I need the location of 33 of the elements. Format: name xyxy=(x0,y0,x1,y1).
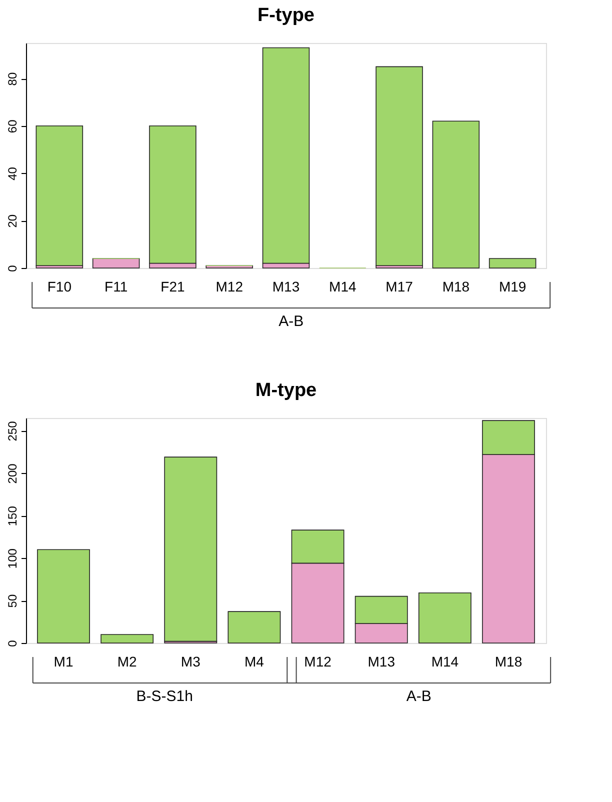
y-tick-label: 60 xyxy=(6,119,20,134)
x-tick-label: M18 xyxy=(494,654,522,670)
chart-title: F-type xyxy=(258,5,314,26)
x-tick-label: M18 xyxy=(442,278,470,294)
x-tick-label: M14 xyxy=(431,654,459,670)
y-tick-label: 0 xyxy=(6,264,20,272)
text: A-B xyxy=(278,313,304,330)
y-tick-label: 100 xyxy=(6,548,20,569)
chart-title: M-type xyxy=(255,380,317,401)
x-tick-label: M2 xyxy=(117,654,138,670)
x-tick-label: M4 xyxy=(244,654,264,670)
x-tick-label: M13 xyxy=(272,278,300,294)
y-tick-label: 0 xyxy=(6,640,20,647)
x-tick-label: F21 xyxy=(160,278,185,294)
text: A-B xyxy=(406,688,432,705)
x-tick-label: M1 xyxy=(54,654,74,670)
text: B-S-S1h xyxy=(136,688,193,705)
y-tick-label: 150 xyxy=(6,506,20,526)
x-tick-label: F11 xyxy=(104,278,128,294)
x-tick-label: M19 xyxy=(498,278,526,294)
y-tick-label: 200 xyxy=(6,463,20,484)
x-tick-label: F10 xyxy=(47,278,72,294)
y-tick-label: 40 xyxy=(6,166,20,180)
x-tick-label: M17 xyxy=(386,278,414,294)
x-tick-label: M3 xyxy=(180,654,201,670)
y-tick-label: 50 xyxy=(6,594,20,608)
x-tick-label: M13 xyxy=(368,654,396,670)
x-tick-label: M12 xyxy=(304,654,332,670)
y-tick-label: 20 xyxy=(6,214,20,228)
x-tick-label: M12 xyxy=(216,278,244,294)
x-tick-label: M14 xyxy=(329,278,356,294)
y-tick-label: 250 xyxy=(6,420,20,442)
y-tick-label: 80 xyxy=(6,72,20,86)
